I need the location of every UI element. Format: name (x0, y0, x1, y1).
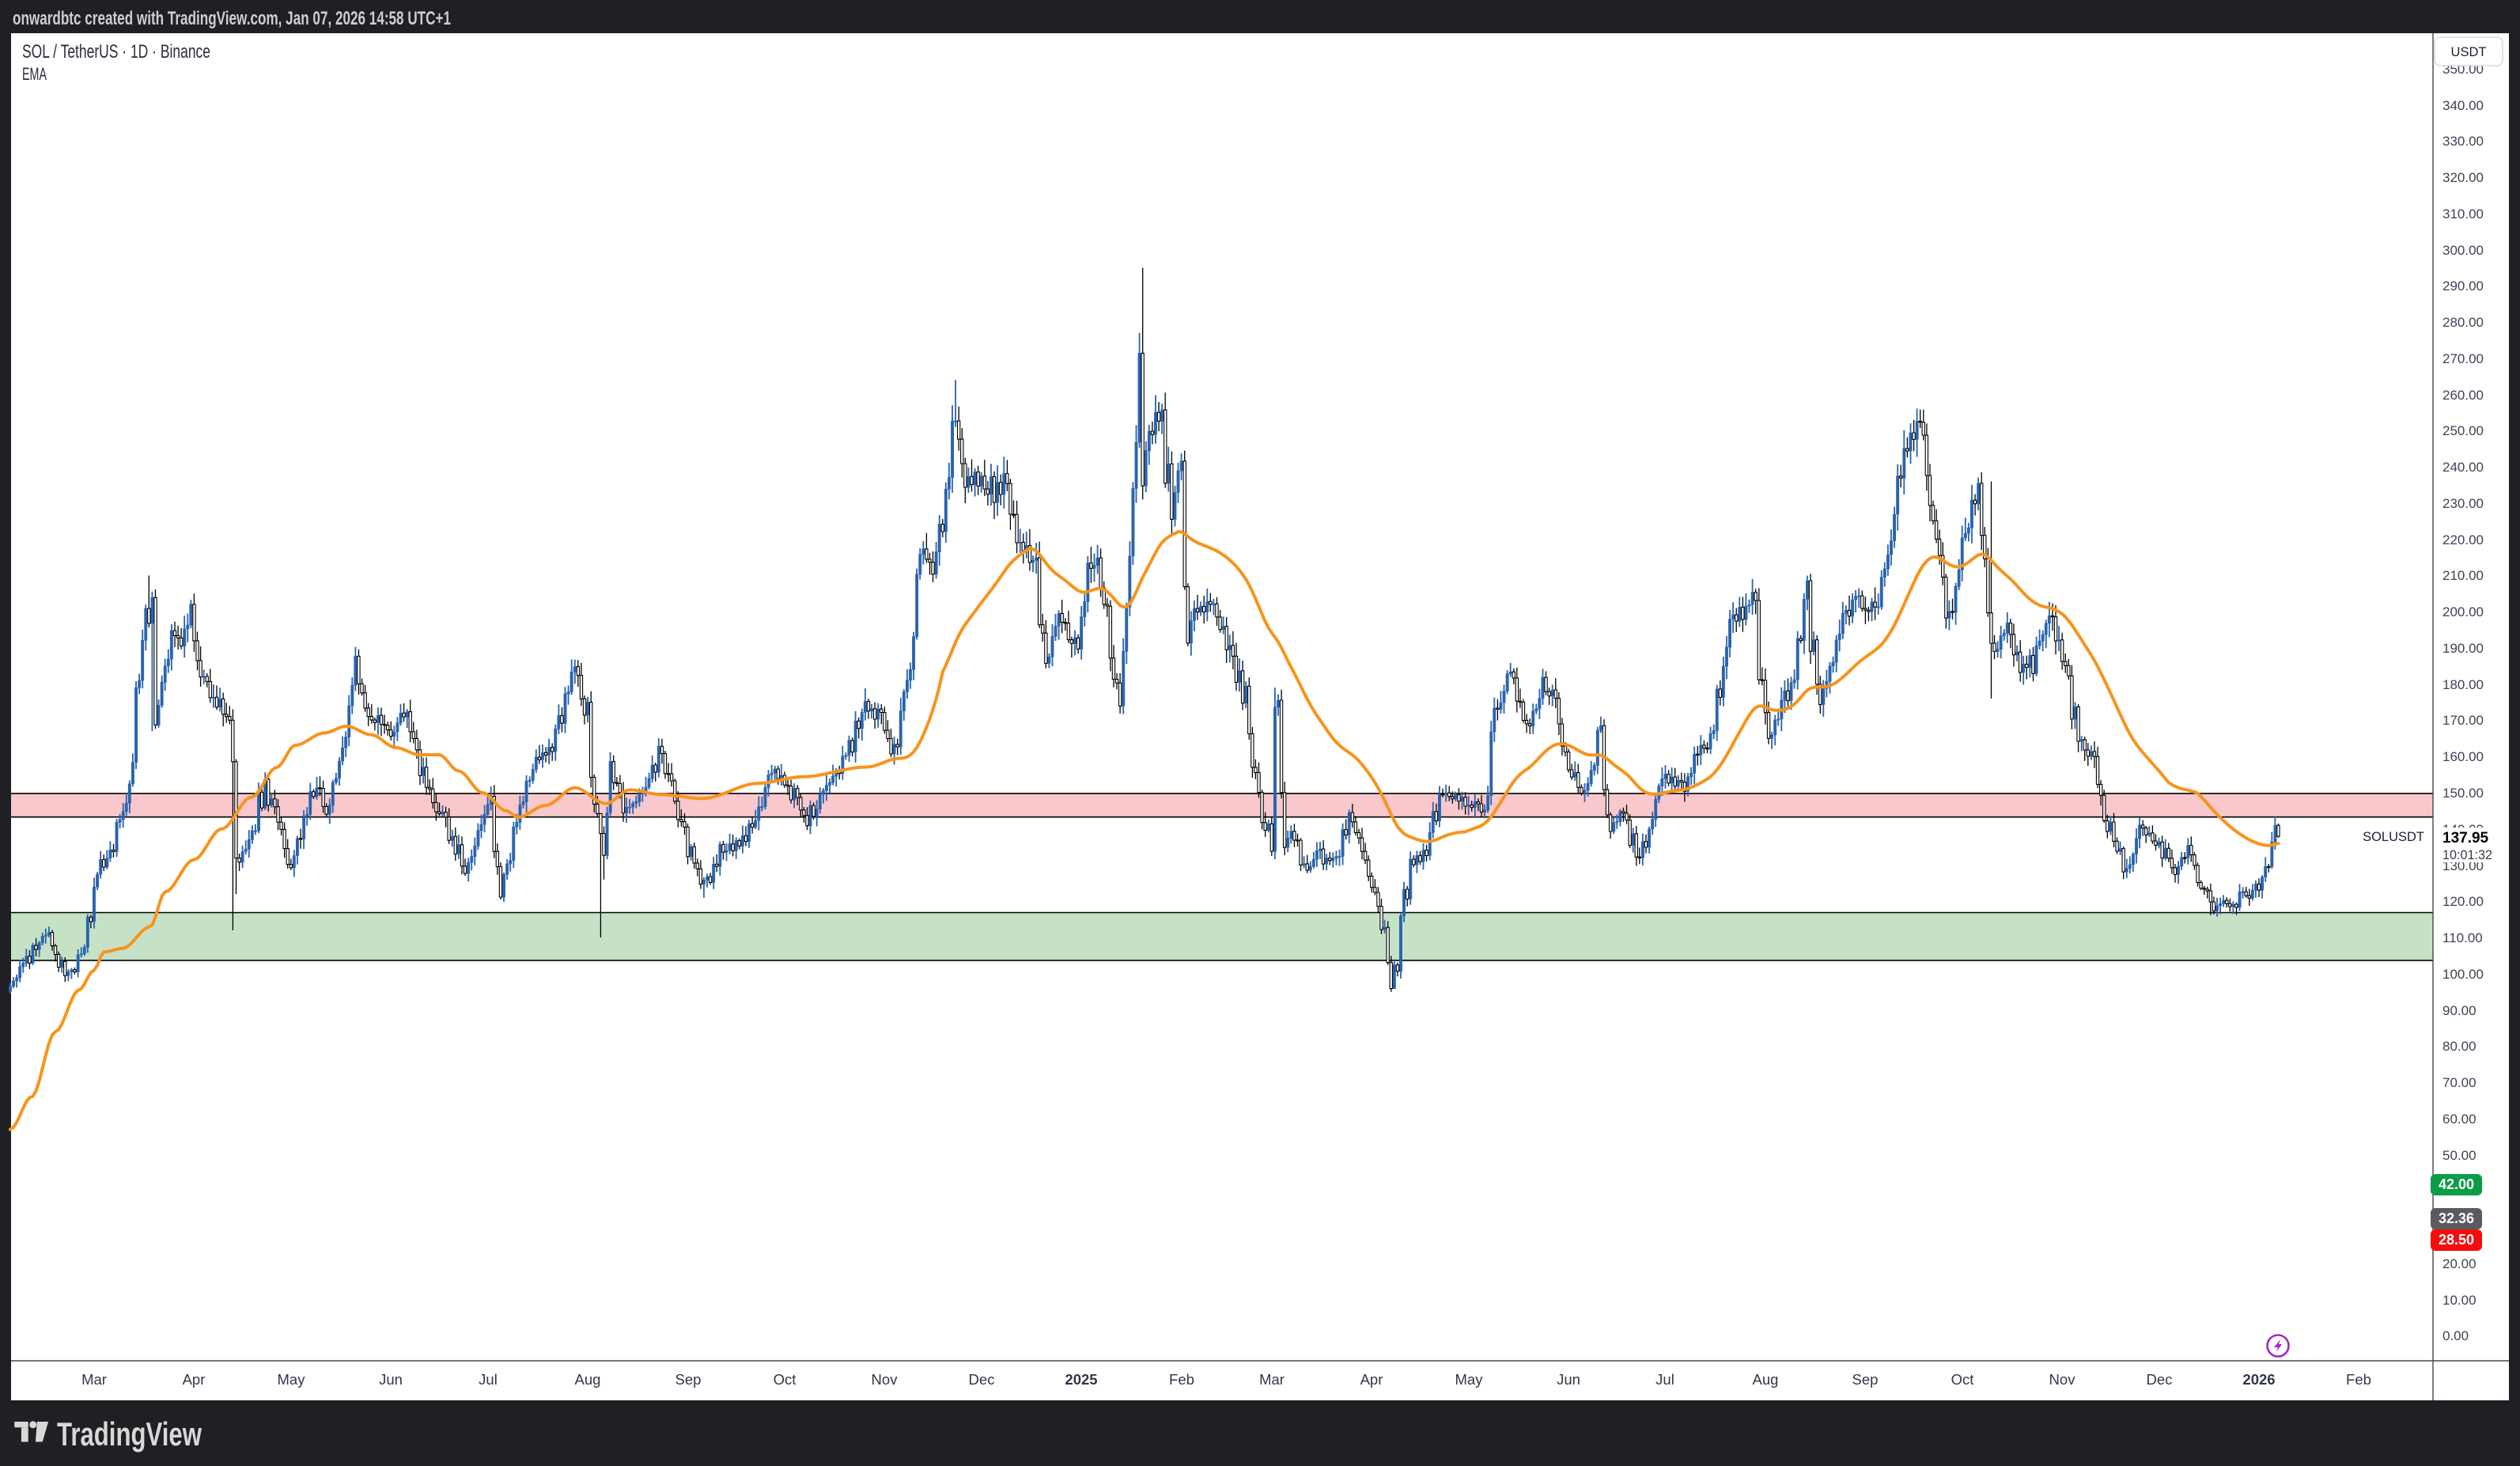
svg-text:2026: 2026 (2242, 1371, 2275, 1388)
svg-text:10.00: 10.00 (2442, 1293, 2476, 1308)
svg-text:20.00: 20.00 (2442, 1256, 2476, 1271)
svg-text:Sep: Sep (675, 1371, 702, 1388)
svg-text:Apr: Apr (183, 1371, 206, 1388)
svg-text:28.50: 28.50 (2439, 1232, 2474, 1248)
svg-text:Apr: Apr (1360, 1371, 1383, 1388)
svg-text:42.00: 42.00 (2439, 1176, 2474, 1192)
svg-text:170.00: 170.00 (2442, 713, 2484, 728)
svg-text:340.00: 340.00 (2442, 98, 2484, 113)
svg-text:330.00: 330.00 (2442, 134, 2484, 149)
svg-text:150.00: 150.00 (2442, 786, 2484, 801)
svg-text:290.00: 290.00 (2442, 278, 2484, 294)
svg-text:TradingView: TradingView (57, 1415, 202, 1453)
svg-text:Oct: Oct (774, 1371, 796, 1388)
svg-text:0.00: 0.00 (2442, 1328, 2469, 1343)
svg-text:Dec: Dec (969, 1371, 995, 1388)
svg-text:May: May (278, 1371, 306, 1388)
svg-text:May: May (1455, 1371, 1484, 1388)
svg-text:Nov: Nov (872, 1371, 899, 1388)
svg-text:300.00: 300.00 (2442, 243, 2484, 258)
svg-text:Mar: Mar (1259, 1371, 1285, 1388)
svg-text:240.00: 240.00 (2442, 460, 2484, 475)
svg-text:60.00: 60.00 (2442, 1112, 2476, 1127)
svg-text:280.00: 280.00 (2442, 315, 2484, 330)
svg-text:Aug: Aug (575, 1371, 601, 1388)
svg-text:EMA: EMA (22, 64, 47, 84)
svg-text:260.00: 260.00 (2442, 388, 2484, 403)
svg-text:110.00: 110.00 (2442, 930, 2483, 945)
svg-text:310.00: 310.00 (2442, 206, 2484, 222)
svg-text:80.00: 80.00 (2442, 1039, 2476, 1054)
svg-text:190.00: 190.00 (2442, 641, 2484, 656)
svg-text:2025: 2025 (1065, 1371, 1097, 1388)
svg-text:100.00: 100.00 (2442, 967, 2484, 982)
svg-text:Jun: Jun (1557, 1371, 1580, 1388)
svg-text:Feb: Feb (1169, 1371, 1194, 1388)
svg-text:Mar: Mar (81, 1371, 107, 1388)
svg-text:onwardbtc created with Trading: onwardbtc created with TradingView.com, … (13, 8, 451, 29)
svg-text:10:01:32: 10:01:32 (2442, 847, 2492, 862)
svg-text:32.36: 32.36 (2439, 1210, 2474, 1226)
svg-text:270.00: 270.00 (2442, 351, 2484, 366)
svg-text:90.00: 90.00 (2442, 1003, 2476, 1018)
svg-text:210.00: 210.00 (2442, 568, 2484, 583)
svg-text:230.00: 230.00 (2442, 496, 2484, 511)
svg-text:70.00: 70.00 (2442, 1075, 2476, 1090)
svg-text:Aug: Aug (1753, 1371, 1779, 1388)
svg-text:Nov: Nov (2049, 1371, 2076, 1388)
svg-text:Oct: Oct (1951, 1371, 1974, 1388)
svg-text:Dec: Dec (2147, 1371, 2173, 1388)
svg-text:160.00: 160.00 (2442, 749, 2484, 764)
svg-text:USDT: USDT (2451, 45, 2487, 59)
svg-text:120.00: 120.00 (2442, 894, 2484, 909)
svg-text:SOL / TetherUS · 1D · Binance: SOL / TetherUS · 1D · Binance (22, 41, 210, 63)
svg-text:50.00: 50.00 (2442, 1148, 2476, 1163)
svg-text:320.00: 320.00 (2442, 170, 2484, 185)
svg-text:Feb: Feb (2346, 1371, 2371, 1388)
svg-text:180.00: 180.00 (2442, 677, 2484, 692)
svg-text:137.95: 137.95 (2442, 830, 2489, 847)
svg-text:250.00: 250.00 (2442, 423, 2484, 438)
svg-text:Sep: Sep (1852, 1371, 1879, 1388)
svg-text:Jun: Jun (379, 1371, 403, 1388)
svg-text:220.00: 220.00 (2442, 532, 2484, 547)
svg-text:200.00: 200.00 (2442, 604, 2484, 619)
svg-text:SOLUSDT: SOLUSDT (2363, 830, 2424, 844)
svg-text:Jul: Jul (1655, 1371, 1674, 1388)
svg-text:Jul: Jul (479, 1371, 498, 1388)
